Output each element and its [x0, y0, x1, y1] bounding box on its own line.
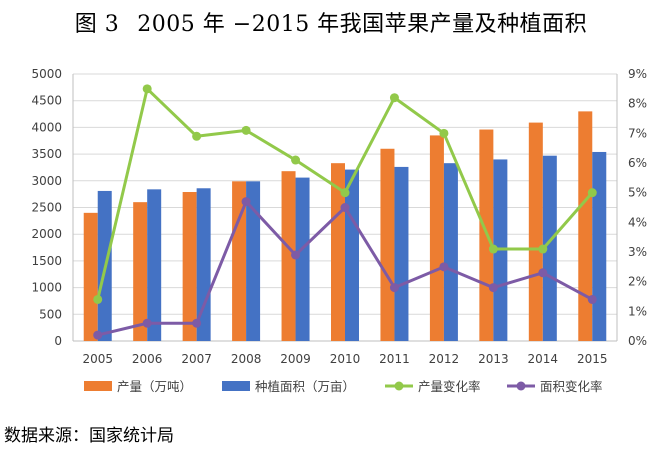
y-left-tick-label: 1500: [31, 254, 62, 268]
area-rate-point: [587, 294, 597, 304]
y-right-tick-label: 4%: [628, 215, 647, 229]
x-tick-label: 2006: [132, 352, 163, 366]
y-left-tick-label: 5000: [31, 67, 62, 81]
area-bar: [592, 151, 607, 341]
legend-label: 产量变化率: [418, 379, 481, 394]
y-left-tick-label: 2500: [31, 201, 62, 215]
legend-label: 面积变化率: [540, 379, 603, 394]
production-rate-point: [389, 93, 399, 103]
production-bar: [232, 181, 247, 341]
y-right-tick-label: 2%: [628, 275, 647, 289]
area-bar: [394, 166, 409, 341]
production-rate-point: [241, 125, 251, 135]
production-rate-point: [192, 131, 202, 141]
area-rate-point: [142, 318, 152, 328]
legend: 产量（万吨） 种植面积（万亩） 产量变化率 面积变化率: [84, 379, 603, 394]
y-right-tick-label: 7%: [628, 126, 647, 140]
y-left-tick-label: 1000: [31, 281, 62, 295]
legend-item: 产量变化率: [385, 379, 481, 394]
area-rate-point: [192, 318, 202, 328]
bars: [83, 111, 607, 342]
x-tick-label: 2015: [577, 352, 608, 366]
production-rate-point: [488, 244, 498, 254]
x-tick-label: 2009: [280, 352, 311, 366]
x-tick-label: 2007: [181, 352, 212, 366]
production-rate-point: [291, 155, 301, 165]
x-tick-label: 2010: [330, 352, 361, 366]
production-rate-point: [93, 294, 103, 304]
x-tick-label: 2005: [82, 352, 113, 366]
y-right-tick-label: 8%: [628, 97, 647, 111]
y-right-tick-label: 0%: [628, 334, 647, 348]
y-right-tick-label: 3%: [628, 245, 647, 259]
chart-title: 图 3 2005 年 −2015 年我国苹果产量及种植面积: [0, 6, 662, 38]
x-tick-label: 2011: [379, 352, 410, 366]
production-bar: [83, 212, 98, 341]
area-bar: [246, 181, 261, 341]
area-bar: [443, 163, 458, 341]
area-bar: [542, 155, 557, 341]
production-rate-point: [439, 128, 449, 138]
x-tick-label: 2012: [429, 352, 460, 366]
production-rate-point: [340, 188, 350, 198]
production-bar: [578, 111, 593, 341]
y-left-tick-label: 3500: [31, 147, 62, 161]
production-rate-point: [587, 188, 597, 198]
legend-marker: [394, 381, 404, 391]
lines: [93, 84, 597, 340]
production-rate-point: [538, 244, 548, 254]
y-left-tick-label: 500: [39, 307, 62, 321]
area-rate-point: [291, 250, 301, 260]
x-tick-label: 2008: [231, 352, 262, 366]
legend-label: 产量（万吨）: [117, 379, 192, 394]
x-tick-label: 2014: [528, 352, 559, 366]
y-right-tick-label: 5%: [628, 186, 647, 200]
production-bar: [380, 148, 395, 341]
production-bar: [133, 202, 148, 341]
production-bar: [281, 171, 296, 341]
title-text: 2005 年 −2015 年我国苹果产量及种植面积: [137, 12, 588, 37]
y-right-tick-label: 6%: [628, 156, 647, 170]
area-bar: [147, 189, 162, 341]
area-rate-point: [241, 197, 251, 207]
production-rate-point: [142, 84, 152, 94]
y-left-tick-label: 0: [54, 334, 62, 348]
area-bar: [295, 177, 310, 341]
area-rate-point: [439, 262, 449, 272]
production-bar: [528, 122, 543, 342]
legend-marker: [516, 381, 526, 391]
y-right-tick-label: 9%: [628, 67, 647, 81]
area-rate-point: [538, 268, 548, 278]
y-left-tick-label: 4000: [31, 120, 62, 134]
legend-item: 产量（万吨）: [84, 379, 192, 394]
figure-label: 图 3: [74, 12, 120, 37]
production-bar: [429, 135, 444, 341]
area-rate-point: [93, 330, 103, 340]
legend-swatch: [84, 381, 112, 391]
area-rate-point: [389, 283, 399, 293]
source-note: 数据来源：国家统计局: [4, 426, 174, 446]
legend-label: 种植面积（万亩）: [255, 379, 355, 394]
y-left-tick-label: 4500: [31, 94, 62, 108]
legend-swatch: [222, 381, 250, 391]
y-right-tick-label: 1%: [628, 304, 647, 318]
tick-labels: 0 500 1000 1500 2000 2500 3000 3500 4000 4500 5000…: [31, 67, 647, 366]
y-left-tick-label: 2000: [31, 227, 62, 241]
legend-item: 面积变化率: [507, 379, 603, 394]
area-rate-point: [488, 283, 498, 293]
area-rate-point: [340, 203, 350, 212]
area-bar: [196, 188, 211, 341]
legend-item: 种植面积（万亩）: [222, 379, 355, 394]
y-left-tick-label: 3000: [31, 174, 62, 188]
production-bar: [182, 192, 197, 341]
x-tick-label: 2013: [478, 352, 509, 366]
